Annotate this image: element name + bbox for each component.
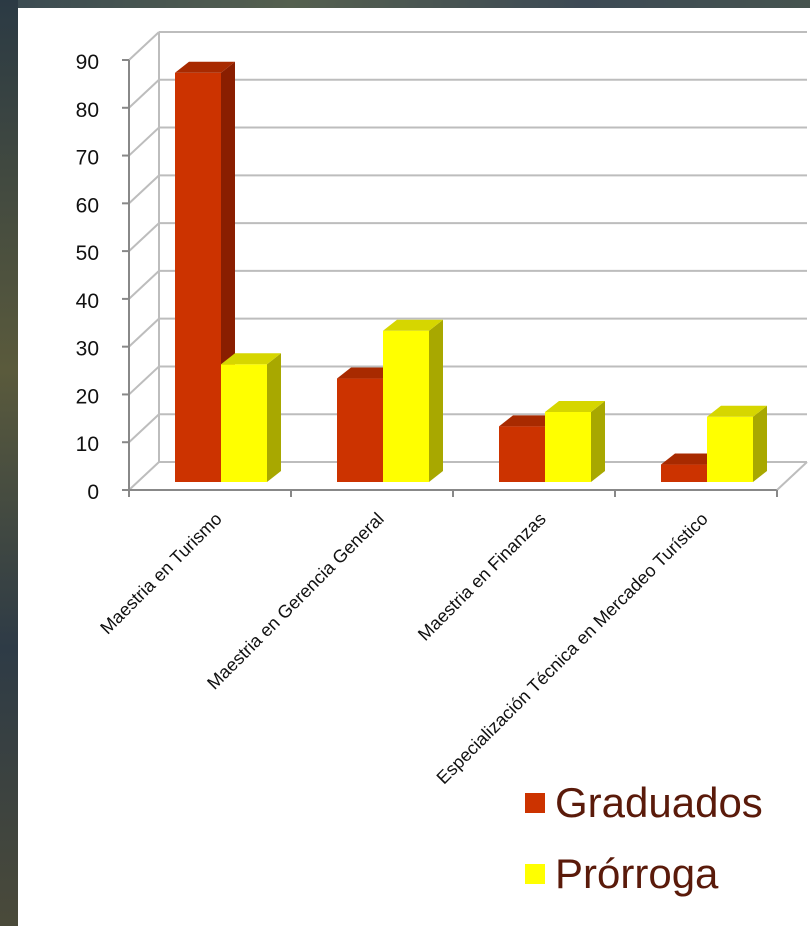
background-strip bbox=[0, 0, 18, 926]
bar-prórroga-front bbox=[707, 416, 753, 482]
bar-graduados-front bbox=[499, 426, 545, 482]
legend-label-graduados: Graduados bbox=[555, 779, 763, 826]
y-tick-label: 50 bbox=[76, 242, 99, 265]
floor-edge bbox=[776, 461, 808, 491]
bar-top bbox=[661, 453, 721, 465]
bar-graduados-front bbox=[175, 72, 221, 483]
gridline-depth bbox=[128, 365, 160, 396]
gridline-depth bbox=[128, 270, 160, 300]
bar-prórroga-front bbox=[221, 364, 267, 482]
legend: Graduados Prórroga bbox=[525, 778, 805, 920]
bar-side bbox=[267, 353, 281, 482]
x-category-label: Maestria en Gerencia General bbox=[203, 509, 388, 694]
gridline-depth bbox=[128, 126, 160, 157]
y-tick-label: 30 bbox=[76, 338, 99, 361]
bar-prórroga-front bbox=[383, 330, 429, 482]
y-tick-label: 60 bbox=[76, 194, 99, 217]
gridline-depth bbox=[128, 222, 160, 252]
gridline-depth bbox=[128, 461, 160, 491]
bar-top bbox=[545, 401, 605, 412]
legend-item-prorroga: Prórroga bbox=[525, 849, 805, 899]
bar-prórroga-front bbox=[545, 412, 591, 482]
legend-label-prorroga: Prórroga bbox=[555, 850, 719, 897]
bar-side bbox=[753, 405, 767, 482]
bar-graduados-front bbox=[661, 464, 707, 482]
legend-swatch-graduados bbox=[525, 793, 545, 813]
bar-top bbox=[499, 415, 559, 427]
bar-top bbox=[337, 367, 397, 379]
legend-swatch-prorroga bbox=[525, 864, 545, 884]
y-tick-label: 0 bbox=[87, 481, 99, 504]
x-category-label: Especialización Técnica en Mercadeo Turí… bbox=[433, 509, 712, 788]
y-tick-label: 10 bbox=[76, 433, 99, 456]
bar-side bbox=[429, 319, 443, 482]
x-category-label: Maestria en Turismo bbox=[96, 509, 225, 638]
bar-top bbox=[221, 353, 281, 365]
y-tick-label: 90 bbox=[76, 51, 99, 74]
y-tick-label: 40 bbox=[76, 290, 99, 313]
bar-top bbox=[175, 61, 235, 73]
bar-side bbox=[591, 401, 605, 482]
y-tick-label: 80 bbox=[76, 99, 99, 122]
gridline-depth bbox=[128, 317, 160, 348]
bar-top bbox=[707, 405, 767, 417]
y-tick-label: 70 bbox=[76, 147, 99, 170]
bar-top bbox=[383, 319, 443, 331]
gridline-depth bbox=[128, 79, 160, 109]
gridline-depth bbox=[128, 174, 160, 205]
bar-graduados-front bbox=[337, 378, 383, 482]
x-category-label: Maestria en Finanzas bbox=[414, 509, 550, 645]
y-tick-label: 20 bbox=[76, 385, 99, 408]
gridline-depth bbox=[128, 413, 160, 443]
gridline-depth bbox=[128, 31, 160, 61]
legend-item-graduados: Graduados bbox=[525, 778, 805, 828]
